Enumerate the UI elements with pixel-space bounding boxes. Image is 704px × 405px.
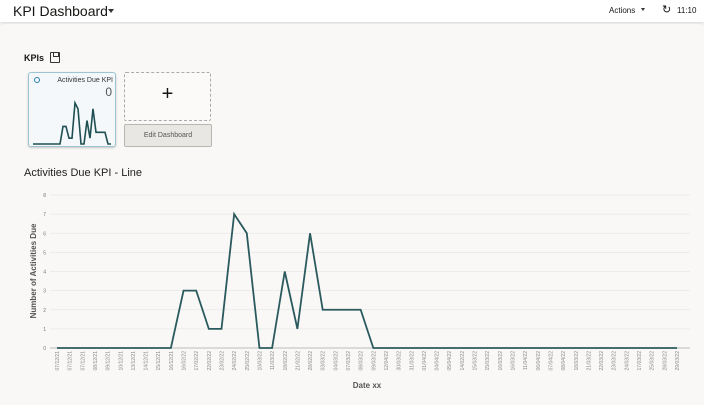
plus-icon: +: [161, 83, 174, 105]
dashboard-dropdown-chevron-icon[interactable]: [108, 9, 114, 13]
kpi-card-title: Activities Due KPI: [57, 77, 113, 84]
kpi-sparkline: [33, 100, 111, 145]
header-bar: KPI Dashboard Actions ↻ 11:10: [0, 0, 704, 22]
kpi-card-value: 0: [105, 85, 112, 99]
sparkline-path: [33, 100, 111, 145]
kpi-card-activities-due[interactable]: Activities Due KPI 0: [28, 72, 116, 147]
chart-title: Activities Due KPI - Line: [24, 167, 142, 179]
page-title: KPI Dashboard: [13, 3, 108, 19]
edit-dashboard-button[interactable]: Edit Dashboard: [124, 124, 212, 147]
add-kpi-button[interactable]: +: [124, 72, 211, 121]
refresh-icon[interactable]: ↻: [662, 4, 672, 16]
kpis-heading: KPIs: [24, 53, 45, 63]
actions-menu-button[interactable]: Actions: [609, 6, 636, 15]
actions-chevron-down-icon[interactable]: [641, 8, 645, 11]
refresh-time: 11:10: [677, 6, 697, 15]
save-icon[interactable]: [50, 52, 60, 63]
kpi-status-icon: [34, 77, 40, 83]
